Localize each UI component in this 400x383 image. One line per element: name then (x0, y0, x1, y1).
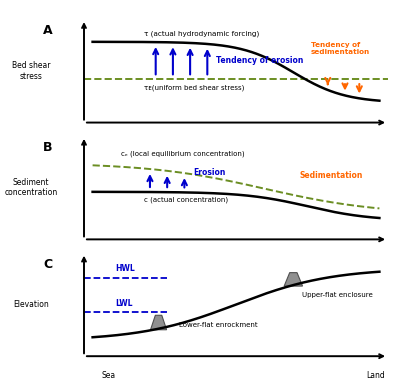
Text: Sediment
concentration: Sediment concentration (4, 178, 58, 197)
Text: HWL: HWL (116, 265, 135, 273)
Polygon shape (150, 315, 166, 330)
Text: τᴇ(uniform bed shear stress): τᴇ(uniform bed shear stress) (144, 85, 245, 91)
Text: Land: Land (366, 371, 385, 380)
Text: Upper-flat enclosure: Upper-flat enclosure (302, 292, 373, 298)
Text: c (actual concentration): c (actual concentration) (144, 197, 228, 203)
Text: Sea: Sea (101, 371, 115, 380)
Text: cₑ (local equilibrium concentration): cₑ (local equilibrium concentration) (121, 150, 245, 157)
Text: Bed shear
stress: Bed shear stress (12, 61, 50, 80)
Text: Tendency of erosion: Tendency of erosion (216, 56, 303, 65)
Text: τ (actual hydrodynamic forcing): τ (actual hydrodynamic forcing) (144, 31, 260, 37)
Text: Sedimentation: Sedimentation (299, 171, 362, 180)
Text: Lower-flat enrockment: Lower-flat enrockment (179, 322, 257, 328)
Text: LWL: LWL (116, 299, 133, 308)
Text: Tendency of
sedimentation: Tendency of sedimentation (310, 42, 370, 55)
Text: Erosion: Erosion (193, 168, 225, 177)
Text: A: A (43, 24, 52, 37)
Text: Elevation: Elevation (13, 300, 49, 309)
Polygon shape (284, 273, 302, 286)
Text: C: C (43, 258, 52, 271)
Text: B: B (43, 141, 52, 154)
